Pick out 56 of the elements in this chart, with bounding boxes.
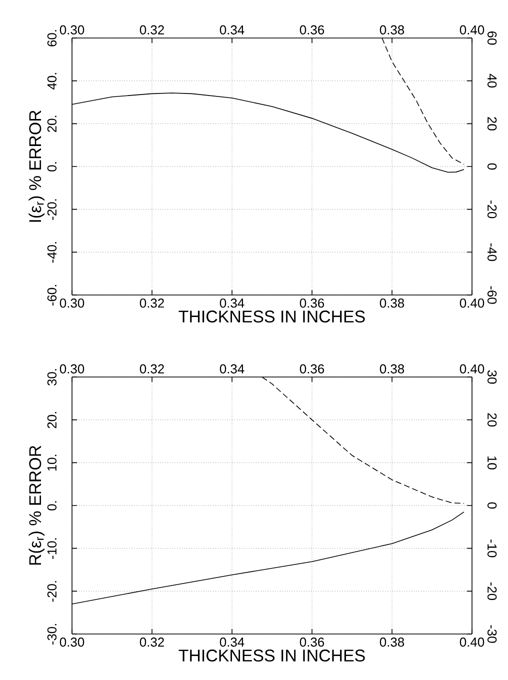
x-tick-label: 0.38 [380,638,404,647]
x-tick-label: 0.32 [140,298,164,308]
y-tick-label: -30. [47,624,57,645]
x-tick-label: 0.30 [60,298,84,308]
y-tick-label: 30. [47,369,57,386]
x2-tick-label: 0.32 [140,25,164,34]
x2-tick-label: 0.36 [300,25,324,34]
y-tick-label: 40. [47,73,57,90]
x2-tick-label: 0.30 [60,364,84,374]
x2-tick-label: 0.40 [460,25,484,34]
x2-tick-label: 0.32 [140,364,164,374]
x-tick-label: 0.36 [300,638,324,647]
y2-tick-label: -40 [487,243,497,262]
y-tick-label: 60. [47,30,57,46]
y2-tick-label: -20 [487,200,497,218]
y-tick-label: -40. [47,242,57,263]
y-axis-title: R(ε$_{r}$) % ERROR [28,446,44,565]
x2-tick-label: 0.34 [220,25,244,34]
x-tick-label: 0.30 [60,638,84,647]
y-tick-label: -20. [47,199,57,220]
y2-tick-label: -30 [487,625,497,643]
x2-tick-label: 0.34 [220,364,244,374]
x-tick-label: 0.40 [460,298,484,308]
x-tick-label: 0.40 [460,638,484,647]
x-tick-label: 0.32 [140,638,164,647]
y-tick-label: 20. [47,116,57,132]
x-tick-label: 0.36 [300,298,324,308]
y-tick-label: 10. [47,454,57,471]
x-axis-title: THICKNESS IN INCHES [178,310,365,323]
x-tick-label: 0.34 [220,638,244,647]
y2-tick-label: -60 [487,286,497,304]
x-axis-title: THICKNESS IN INCHES [178,650,365,662]
y2-tick-label: 60 [487,31,497,45]
y-tick-label: -20. [47,581,57,602]
y-tick-label: -10. [47,538,57,559]
y2-tick-label: 40 [487,74,497,88]
x-tick-label: 0.38 [380,298,404,308]
y2-tick-label: 20 [487,117,497,130]
y-tick-label: 0. [47,501,57,510]
y2-tick-label: 0 [487,163,497,170]
y2-tick-label: 0 [487,502,497,509]
y-tick-label: -60. [47,285,57,306]
y-tick-label: 0. [47,162,57,172]
y2-tick-label: 30 [487,370,497,384]
y2-tick-label: -10 [487,540,497,558]
x2-tick-label: 0.38 [380,25,404,34]
x2-tick-label: 0.38 [380,364,404,374]
x2-tick-label: 0.40 [460,364,484,374]
y2-tick-label: 10 [487,456,497,470]
y2-tick-label: 20 [487,413,497,427]
x2-tick-label: 0.36 [300,364,324,374]
y2-tick-label: -20 [487,582,497,600]
x-tick-label: 0.34 [220,298,244,308]
y-axis-title: I(ε$_{r}$) % ERROR [28,110,44,222]
y-tick-label: 20. [47,412,57,428]
x2-tick-label: 0.30 [60,25,84,34]
